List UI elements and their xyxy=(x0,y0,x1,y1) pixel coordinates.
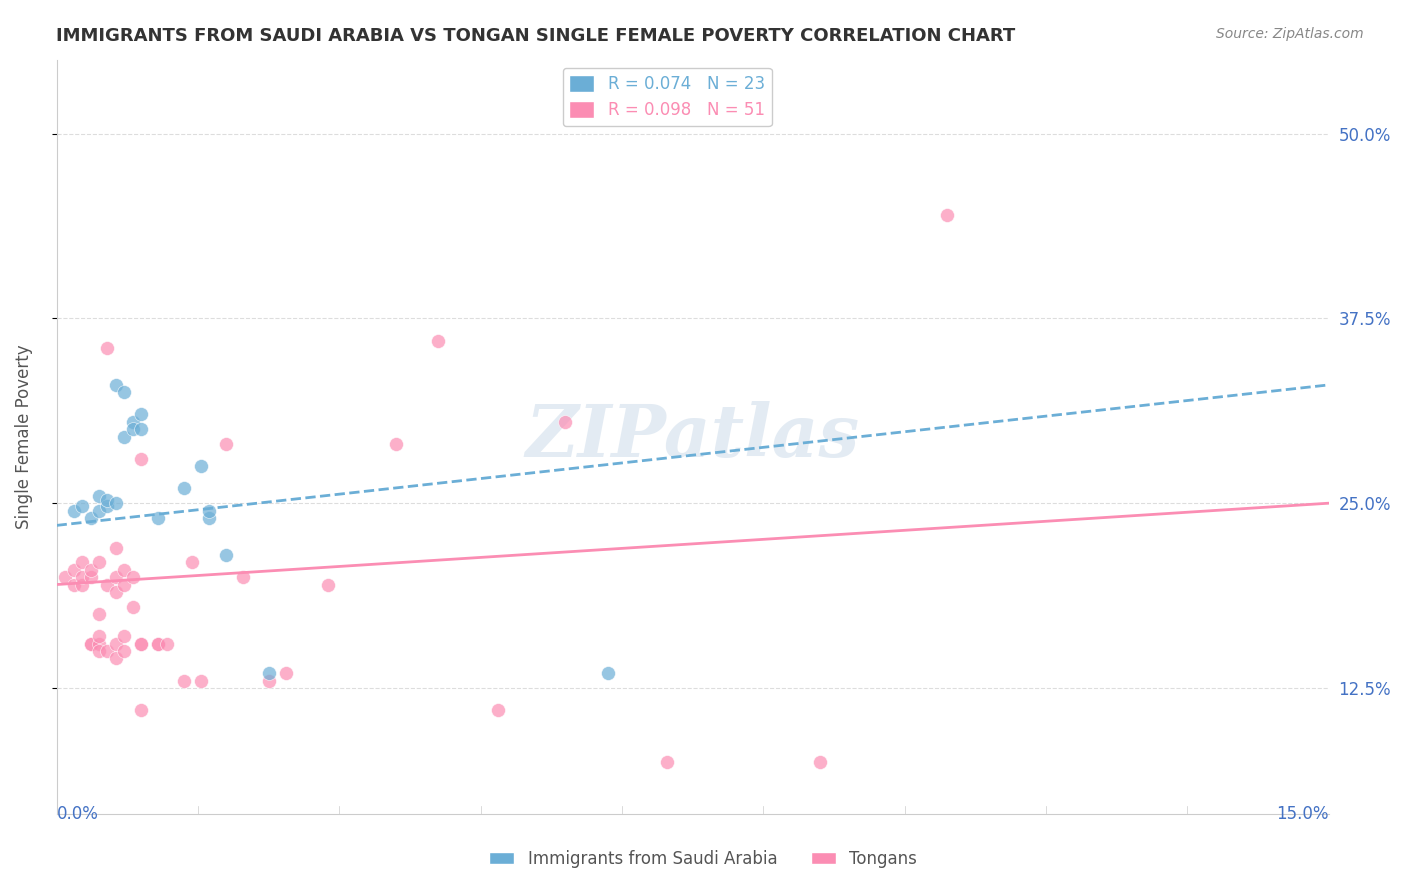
Point xyxy=(87,503,110,517)
Point xyxy=(53,570,76,584)
Point xyxy=(274,666,297,681)
Point xyxy=(62,577,84,591)
Point xyxy=(131,408,153,422)
Point xyxy=(70,577,93,591)
Point xyxy=(114,563,136,577)
Point xyxy=(70,499,93,513)
Point xyxy=(173,673,195,688)
Point xyxy=(131,637,153,651)
Point xyxy=(215,548,238,562)
Point xyxy=(114,430,136,444)
Point xyxy=(385,437,408,451)
Point xyxy=(122,599,145,614)
Text: 15.0%: 15.0% xyxy=(1277,805,1329,822)
Point xyxy=(596,666,619,681)
Point xyxy=(427,334,450,348)
Point xyxy=(87,644,110,658)
Point xyxy=(79,637,101,651)
Point xyxy=(657,755,679,769)
Point xyxy=(104,378,127,392)
Point xyxy=(114,385,136,400)
Point xyxy=(257,673,280,688)
Point xyxy=(257,666,280,681)
Point xyxy=(79,570,101,584)
Point xyxy=(62,503,84,517)
Point xyxy=(181,555,204,569)
Point xyxy=(936,208,959,222)
Point xyxy=(131,703,153,717)
Point xyxy=(114,629,136,643)
Point xyxy=(554,415,576,429)
Point xyxy=(114,644,136,658)
Text: 0.0%: 0.0% xyxy=(56,805,98,822)
Point xyxy=(131,451,153,466)
Y-axis label: Single Female Poverty: Single Female Poverty xyxy=(15,344,32,529)
Point xyxy=(96,577,118,591)
Point xyxy=(156,637,179,651)
Point xyxy=(114,577,136,591)
Point xyxy=(131,637,153,651)
Point xyxy=(316,577,339,591)
Point xyxy=(87,489,110,503)
Point xyxy=(148,511,170,525)
Point xyxy=(190,673,212,688)
Point xyxy=(104,637,127,651)
Point xyxy=(131,422,153,436)
Point xyxy=(122,422,145,436)
Point xyxy=(87,629,110,643)
Legend: Immigrants from Saudi Arabia, Tongans: Immigrants from Saudi Arabia, Tongans xyxy=(482,844,924,875)
Point xyxy=(232,570,254,584)
Text: Source: ZipAtlas.com: Source: ZipAtlas.com xyxy=(1216,27,1364,41)
Point xyxy=(104,651,127,665)
Legend: R = 0.074   N = 23, R = 0.098   N = 51: R = 0.074 N = 23, R = 0.098 N = 51 xyxy=(562,68,772,126)
Point xyxy=(808,755,831,769)
Point xyxy=(70,555,93,569)
Point xyxy=(87,637,110,651)
Point xyxy=(198,503,221,517)
Point xyxy=(70,570,93,584)
Point xyxy=(87,555,110,569)
Point xyxy=(486,703,509,717)
Point xyxy=(96,341,118,355)
Point xyxy=(79,563,101,577)
Point xyxy=(122,570,145,584)
Point xyxy=(104,570,127,584)
Point xyxy=(79,637,101,651)
Point xyxy=(122,415,145,429)
Point xyxy=(190,459,212,474)
Point xyxy=(215,437,238,451)
Point xyxy=(198,511,221,525)
Point xyxy=(87,607,110,621)
Point xyxy=(96,499,118,513)
Point xyxy=(148,637,170,651)
Text: IMMIGRANTS FROM SAUDI ARABIA VS TONGAN SINGLE FEMALE POVERTY CORRELATION CHART: IMMIGRANTS FROM SAUDI ARABIA VS TONGAN S… xyxy=(56,27,1015,45)
Point xyxy=(79,511,101,525)
Text: ZIPatlas: ZIPatlas xyxy=(526,401,859,472)
Point xyxy=(96,644,118,658)
Point xyxy=(148,637,170,651)
Point xyxy=(104,496,127,510)
Point xyxy=(62,563,84,577)
Point xyxy=(96,493,118,508)
Point xyxy=(104,585,127,599)
Point xyxy=(104,541,127,555)
Point xyxy=(173,482,195,496)
